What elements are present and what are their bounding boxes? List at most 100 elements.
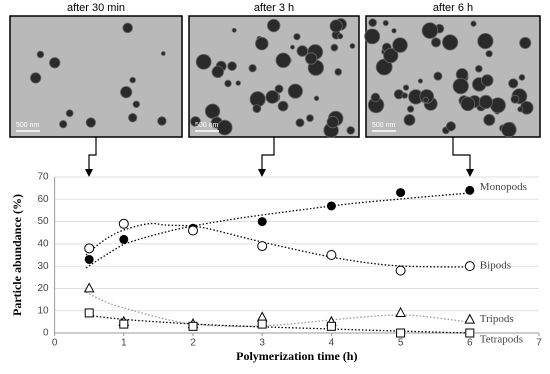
arrowhead bbox=[466, 169, 474, 177]
trendlines bbox=[85, 192, 471, 334]
particle bbox=[128, 113, 138, 123]
point bbox=[118, 218, 129, 229]
particle bbox=[442, 34, 459, 51]
point bbox=[396, 328, 406, 338]
particle bbox=[267, 18, 281, 33]
x-axis-label: Polymerization time (h) bbox=[236, 349, 357, 363]
trendline bbox=[85, 314, 471, 334]
particle bbox=[36, 50, 45, 59]
x-tick-label: 3 bbox=[259, 338, 265, 349]
particle bbox=[190, 116, 201, 127]
y-tick-label: 30 bbox=[37, 261, 49, 272]
particle bbox=[508, 78, 519, 89]
point bbox=[395, 306, 406, 317]
particle bbox=[120, 86, 133, 99]
particle bbox=[478, 94, 493, 110]
particle bbox=[430, 37, 442, 48]
arrows bbox=[88, 137, 471, 170]
particle bbox=[277, 100, 289, 112]
particle bbox=[274, 84, 284, 94]
x-tick-label: 0 bbox=[52, 338, 58, 349]
particle bbox=[30, 72, 42, 84]
point bbox=[257, 241, 268, 252]
point bbox=[119, 234, 129, 244]
particle bbox=[231, 27, 237, 33]
point bbox=[188, 225, 198, 236]
trendline bbox=[85, 222, 471, 268]
particle bbox=[132, 100, 141, 109]
particle bbox=[470, 20, 477, 27]
point bbox=[119, 319, 129, 329]
particle bbox=[460, 96, 476, 112]
particle bbox=[346, 126, 355, 135]
point bbox=[395, 265, 406, 276]
particle bbox=[204, 103, 221, 119]
micrographs: after 30 min 500 nm after 3 h 500 nm after 6… bbox=[9, 2, 541, 138]
particle bbox=[510, 94, 520, 104]
series-label: Monopods bbox=[480, 181, 527, 193]
x-tick-label: 6 bbox=[467, 338, 473, 349]
particle bbox=[406, 105, 415, 113]
particle bbox=[481, 74, 494, 87]
particle bbox=[519, 36, 532, 49]
scale-bar-label: 500 nm bbox=[16, 122, 40, 129]
x-tick-label: 4 bbox=[329, 338, 335, 349]
point bbox=[396, 188, 406, 198]
particle bbox=[433, 71, 443, 81]
y-tick-label: 10 bbox=[37, 305, 49, 316]
particle bbox=[129, 76, 136, 84]
panel-label: after 3 h bbox=[254, 2, 294, 14]
particle bbox=[483, 113, 496, 126]
point bbox=[188, 321, 198, 331]
particle bbox=[330, 43, 339, 52]
particle bbox=[501, 122, 517, 138]
series-label: Tripods bbox=[480, 313, 514, 325]
particle bbox=[370, 92, 381, 103]
particle bbox=[477, 33, 494, 50]
trendline bbox=[85, 291, 471, 328]
particle bbox=[293, 33, 301, 41]
y-tick-label: 20 bbox=[37, 283, 49, 294]
arrowhead bbox=[85, 169, 93, 177]
panel-label: after 30 min bbox=[67, 2, 125, 14]
particle bbox=[296, 45, 309, 57]
particle bbox=[287, 83, 303, 99]
scale-bar-label: 500 nm bbox=[195, 122, 219, 129]
particle bbox=[391, 28, 397, 34]
particle bbox=[452, 77, 469, 95]
point bbox=[83, 282, 95, 293]
particle bbox=[382, 19, 389, 27]
point bbox=[326, 250, 337, 260]
particle bbox=[329, 19, 343, 33]
particle bbox=[401, 92, 408, 99]
particle bbox=[421, 22, 439, 39]
point bbox=[84, 254, 94, 264]
arrowheads bbox=[85, 169, 474, 177]
y-axis-label: Particle abundance (%) bbox=[10, 194, 24, 316]
point bbox=[326, 201, 336, 211]
particle bbox=[295, 118, 305, 128]
y-tick-label: 40 bbox=[37, 238, 49, 249]
point bbox=[84, 243, 95, 254]
particle bbox=[445, 121, 456, 132]
point bbox=[465, 185, 475, 195]
x-tick-label: 2 bbox=[190, 338, 196, 349]
particle bbox=[290, 44, 295, 50]
particle bbox=[475, 64, 483, 73]
y-tick-label: 60 bbox=[37, 194, 49, 205]
particle bbox=[364, 28, 381, 45]
particle bbox=[248, 64, 257, 73]
particle bbox=[383, 47, 399, 64]
y-tick-label: 50 bbox=[37, 216, 49, 227]
particle bbox=[337, 33, 344, 40]
point bbox=[326, 321, 336, 331]
point bbox=[465, 328, 475, 338]
x-tick-label: 5 bbox=[398, 338, 404, 349]
particle bbox=[349, 43, 356, 49]
plot: 0 10 20 30 40 50 60 70 0 1 2 3 4 5 6 7 Polymerization ti… bbox=[10, 172, 542, 363]
point bbox=[84, 308, 94, 318]
particle bbox=[216, 119, 233, 136]
point bbox=[257, 319, 267, 329]
particle bbox=[211, 65, 224, 79]
